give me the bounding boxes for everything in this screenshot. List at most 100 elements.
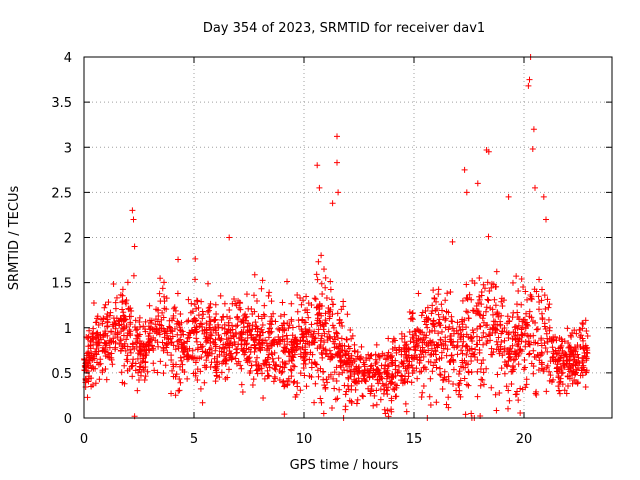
data-point (122, 347, 129, 354)
data-point (478, 376, 485, 383)
data-point (360, 359, 367, 366)
data-point (331, 369, 338, 376)
data-point (522, 288, 529, 295)
data-point (489, 324, 496, 331)
data-point (199, 348, 206, 355)
data-point (298, 301, 305, 308)
data-point (256, 332, 263, 339)
data-point (300, 364, 307, 371)
data-point (460, 333, 467, 340)
data-point (513, 273, 520, 280)
data-point (510, 366, 517, 373)
data-point (195, 312, 202, 319)
data-point (538, 335, 545, 342)
chart-title: Day 354 of 2023, SRMTID for receiver dav… (203, 21, 485, 36)
data-point (198, 344, 205, 351)
data-point (523, 321, 530, 328)
data-point (561, 352, 568, 359)
data-point (85, 349, 92, 356)
data-point (192, 255, 199, 262)
data-point (208, 332, 215, 339)
data-point (165, 336, 172, 343)
data-point (95, 340, 102, 347)
data-point (431, 294, 438, 301)
data-point (107, 309, 114, 316)
data-point (199, 399, 206, 406)
data-point (408, 379, 415, 386)
data-point (478, 292, 485, 299)
data-point (457, 377, 464, 384)
data-point (263, 362, 270, 369)
data-point (112, 346, 119, 353)
data-point (515, 397, 522, 404)
data-point (327, 335, 334, 342)
data-point (153, 325, 160, 332)
data-point (579, 325, 586, 332)
data-point (459, 350, 466, 357)
data-point (411, 328, 418, 335)
data-point (487, 337, 494, 344)
data-point (302, 319, 309, 326)
data-point (496, 389, 503, 396)
data-point (530, 126, 537, 133)
data-point (194, 346, 201, 353)
data-point (244, 335, 251, 342)
data-point (264, 347, 271, 354)
data-point (463, 351, 470, 358)
data-point (479, 377, 486, 384)
data-point (440, 345, 447, 352)
data-point (243, 313, 250, 320)
data-point (388, 408, 395, 415)
data-point (175, 256, 182, 263)
data-point (438, 328, 445, 335)
data-point (321, 382, 328, 389)
data-point (549, 344, 556, 351)
data-point (119, 306, 126, 313)
data-point (276, 326, 283, 333)
data-point (329, 200, 336, 207)
data-point (363, 357, 370, 364)
data-point (251, 342, 258, 349)
data-point (505, 193, 512, 200)
data-point (235, 358, 242, 365)
data-point (291, 378, 298, 385)
data-point (388, 354, 395, 361)
data-point (354, 396, 361, 403)
data-point (514, 388, 521, 395)
data-point (442, 324, 449, 331)
data-point (498, 312, 505, 319)
data-point (469, 307, 476, 314)
data-point (176, 324, 183, 331)
data-point (575, 360, 582, 367)
data-point (579, 372, 586, 379)
data-point (206, 304, 213, 311)
data-point (349, 332, 356, 339)
data-point (329, 301, 336, 308)
data-point (477, 382, 484, 389)
data-point (259, 277, 266, 284)
data-point (582, 317, 589, 324)
data-point (532, 184, 538, 191)
data-point (176, 387, 183, 394)
data-point (120, 309, 127, 316)
data-point (184, 318, 191, 325)
data-point (413, 338, 420, 345)
data-point (250, 376, 257, 383)
data-point (87, 345, 94, 352)
data-point (553, 337, 560, 344)
data-point (403, 408, 410, 415)
data-point (547, 372, 554, 379)
data-point (90, 299, 97, 306)
data-point (558, 342, 565, 349)
data-point (129, 373, 136, 380)
data-point (419, 309, 426, 316)
data-point (388, 395, 395, 402)
data-point (300, 297, 307, 304)
data-point (245, 305, 252, 312)
data-point (464, 343, 471, 350)
data-point (416, 359, 423, 366)
data-point (345, 355, 352, 362)
data-point (545, 304, 552, 311)
data-point (265, 334, 272, 341)
data-point (102, 340, 109, 347)
